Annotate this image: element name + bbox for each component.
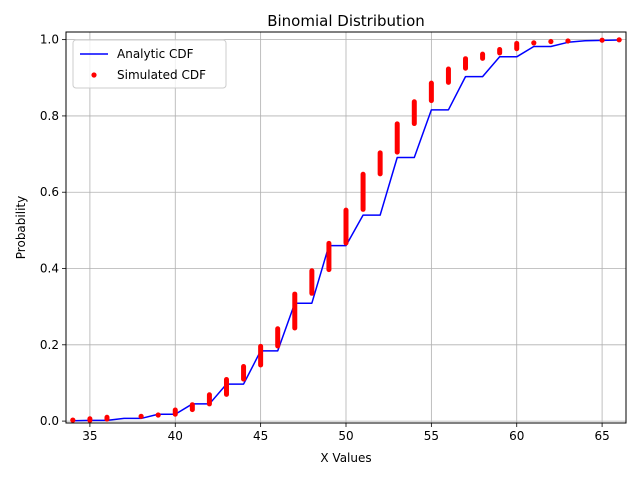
legend-simulated-cdf-label: Simulated CDF — [117, 68, 206, 82]
x-tick-label: 50 — [338, 429, 353, 443]
y-tick-label: 0.2 — [40, 338, 59, 352]
x-tick-label: 45 — [253, 429, 268, 443]
grid-lines — [66, 32, 626, 423]
x-tick-label: 60 — [509, 429, 524, 443]
legend-simulated-cdf-swatch — [91, 72, 97, 78]
y-tick-label: 0.6 — [40, 185, 59, 199]
simulated-cdf-point — [548, 38, 554, 45]
x-tick-label: 40 — [168, 429, 183, 443]
simulated-cdf-point — [70, 417, 76, 423]
y-tick-label: 0.4 — [40, 262, 59, 276]
simulated-cdf-point — [138, 413, 144, 419]
simulated-cdf-point — [616, 37, 622, 43]
simulated-cdf-point — [155, 412, 161, 418]
legend-analytic-cdf-label: Analytic CDF — [117, 47, 194, 61]
y-tick-label: 0.8 — [40, 109, 59, 123]
y-axis-title: Probability — [14, 196, 28, 259]
chart-title: Binomial Distribution — [267, 12, 425, 30]
legend: Analytic CDF Simulated CDF — [72, 39, 227, 89]
y-tick-label: 0.0 — [40, 414, 59, 428]
simulated-cdf-point — [565, 38, 571, 44]
y-tick-label: 1.0 — [40, 33, 59, 47]
x-tick-label: 55 — [424, 429, 439, 443]
analytic-cdf-line — [72, 39, 620, 422]
axis-ticks: 35 40 45 50 55 60 65 0.0 0.2 0.4 0.6 0.8 1.0 — [40, 33, 610, 443]
legend-box — [72, 39, 227, 89]
plot-data — [70, 37, 622, 423]
x-tick-label: 65 — [594, 429, 609, 443]
simulated-cdf-point — [531, 40, 537, 46]
x-tick-label: 35 — [82, 429, 97, 443]
x-axis-title: X Values — [320, 451, 371, 465]
simulated-cdf-point — [599, 37, 605, 43]
